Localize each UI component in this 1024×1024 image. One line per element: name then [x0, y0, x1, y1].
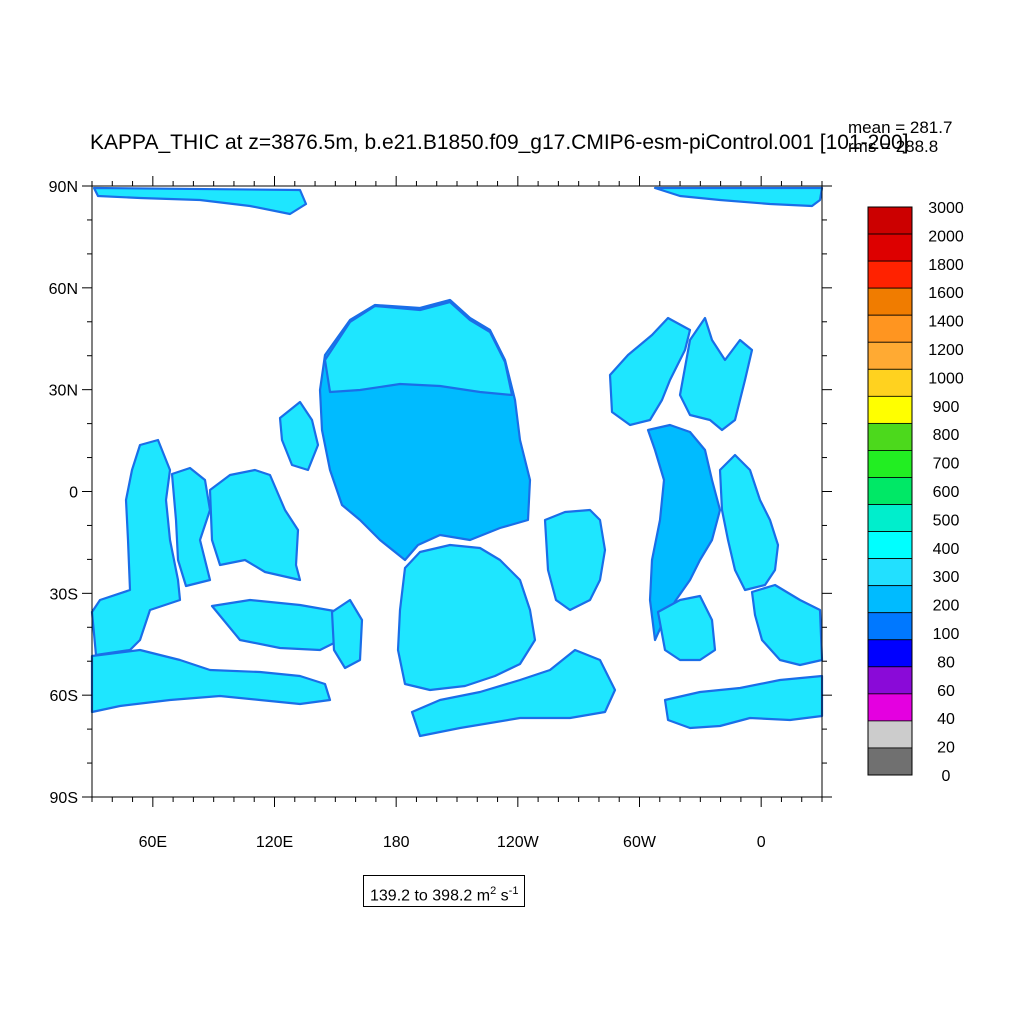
lon-label: 180 [383, 834, 410, 851]
colorbar-swatch [867, 531, 913, 560]
colorbar-label: 800 [933, 427, 960, 444]
colorbar-swatch [867, 287, 913, 316]
colorbar-label: 60 [937, 683, 955, 700]
colorbar-label: 400 [933, 541, 960, 558]
indian-ocean-central [170, 466, 212, 588]
colorbar-swatch [867, 612, 913, 641]
colorbar-label: 500 [933, 512, 960, 529]
pacific-south [396, 543, 537, 692]
ocean-field [90, 186, 824, 738]
latitude-labels: 90N 60N 30N 0 30S 60S 90S [49, 179, 78, 807]
atlantic-south [656, 594, 717, 662]
indian-ocean-east [208, 468, 302, 582]
value-range-label: 139.2 to 398.2 m2 s-1 [363, 875, 526, 907]
colorbar-swatch [867, 666, 913, 695]
colorbar-swatch [867, 585, 913, 614]
colorbar-swatch [867, 477, 913, 505]
figure-title: KAPPA_THIC at z=3876.5m, b.e21.B1850.f09… [90, 131, 909, 154]
lat-label: 60S [50, 688, 78, 705]
lat-label: 30N [49, 383, 78, 400]
colorbar-label: 200 [933, 598, 960, 615]
colorbar-swatch [867, 422, 913, 451]
lat-label: 60N [49, 281, 78, 298]
colorbar-frame [867, 206, 913, 776]
southern-ocean-atlantic [663, 674, 824, 730]
colorbar-swatch [867, 260, 913, 289]
tasman-sea [330, 598, 364, 670]
colorbar-swatch [867, 314, 913, 343]
colorbar-swatch [867, 720, 913, 749]
colorbar-swatch [867, 368, 913, 397]
atlantic-north-east [678, 316, 754, 432]
colorbar-swatch [867, 747, 913, 776]
colorbar-swatch [867, 395, 913, 424]
colorbar: 3000200018001600140012001000900800700600… [867, 200, 964, 785]
atlantic-southeast [750, 583, 824, 667]
lon-label: 120W [497, 834, 540, 851]
lon-label: 120E [256, 834, 293, 851]
southern-ocean-pacific [410, 648, 617, 738]
colorbar-label: 900 [933, 399, 960, 416]
colorbar-label: 1200 [928, 342, 964, 359]
pacific-northwest [278, 400, 320, 472]
colorbar-label: 1400 [928, 314, 964, 331]
colorbar-label: 600 [933, 484, 960, 501]
lat-label: 0 [69, 485, 78, 502]
colorbar-label: 20 [937, 740, 955, 757]
indian-ocean-west [90, 438, 182, 657]
colorbar-swatch [867, 504, 913, 532]
atlantic-east [718, 453, 780, 592]
colorbar-label: 300 [933, 569, 960, 586]
colorbar-swatch [867, 558, 913, 587]
lat-label: 30S [50, 586, 78, 603]
arctic-ocean-left [92, 186, 308, 216]
colorbar-label: 0 [942, 768, 951, 785]
colorbar-swatch [867, 693, 913, 722]
colorbar-label: 100 [933, 626, 960, 643]
colorbar-label: 3000 [928, 200, 964, 217]
atlantic-equatorial [646, 423, 722, 642]
lat-label: 90N [49, 179, 78, 196]
pacific-north-shelf [323, 300, 514, 397]
atlantic-north [608, 316, 692, 427]
colorbar-swatch [867, 450, 913, 478]
colorbar-swatch [867, 639, 913, 668]
rms-stat: rms = 288.8 [848, 137, 939, 156]
southern-ocean-indian [90, 648, 332, 714]
colorbar-label: 1000 [928, 370, 964, 387]
colorbar-label: 700 [933, 456, 960, 473]
colorbar-label: 40 [937, 711, 955, 728]
colorbar-label: 1600 [928, 285, 964, 302]
colorbar-swatch [867, 341, 913, 370]
pacific-southeast [543, 508, 607, 612]
lat-label: 90S [50, 790, 78, 807]
southern-ocean-australia [210, 598, 342, 652]
axis-ticks [82, 176, 832, 807]
lon-label: 60E [139, 834, 167, 851]
colorbar-swatch [867, 233, 913, 262]
lon-label: 60W [623, 834, 657, 851]
colorbar-label: 80 [937, 654, 955, 671]
longitude-labels: 60E 120E 180 120W 60W 0 [139, 834, 766, 851]
colorbar-label: 2000 [928, 228, 964, 245]
mean-stat: mean = 281.7 [848, 118, 953, 137]
colorbar-label: 1800 [928, 257, 964, 274]
lon-label: 0 [757, 834, 766, 851]
arctic-ocean-right [653, 186, 824, 208]
colorbar-swatch [867, 206, 913, 235]
